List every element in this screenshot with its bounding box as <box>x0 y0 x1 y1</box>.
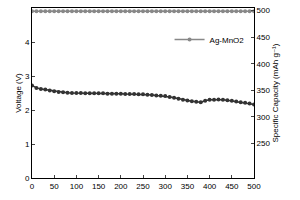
svg-text:0: 0 <box>25 174 30 183</box>
svg-text:400: 400 <box>203 182 217 191</box>
svg-text:3: 3 <box>25 72 30 81</box>
svg-text:Voltage (V): Voltage (V) <box>14 73 23 113</box>
svg-text:250: 250 <box>136 182 150 191</box>
svg-text:350: 350 <box>257 86 271 95</box>
svg-text:500: 500 <box>257 6 271 15</box>
svg-text:250: 250 <box>257 139 271 148</box>
svg-text:100: 100 <box>70 182 84 191</box>
svg-text:300: 300 <box>159 182 173 191</box>
svg-text:450: 450 <box>225 182 239 191</box>
svg-text:350: 350 <box>181 182 195 191</box>
svg-text:2: 2 <box>25 106 30 115</box>
svg-text:200: 200 <box>114 182 128 191</box>
svg-text:450: 450 <box>257 33 271 42</box>
svg-text:150: 150 <box>92 182 106 191</box>
svg-text:1: 1 <box>25 140 30 149</box>
svg-text:50: 50 <box>50 182 59 191</box>
svg-text:Ag-MnO2: Ag-MnO2 <box>210 36 245 45</box>
svg-text:Specific Capacity (mAh g⁻¹): Specific Capacity (mAh g⁻¹) <box>271 43 280 142</box>
svg-text:4: 4 <box>25 38 30 47</box>
svg-text:500: 500 <box>247 182 261 191</box>
svg-text:300: 300 <box>257 113 271 122</box>
svg-text:400: 400 <box>257 60 271 69</box>
svg-text:0: 0 <box>30 182 35 191</box>
